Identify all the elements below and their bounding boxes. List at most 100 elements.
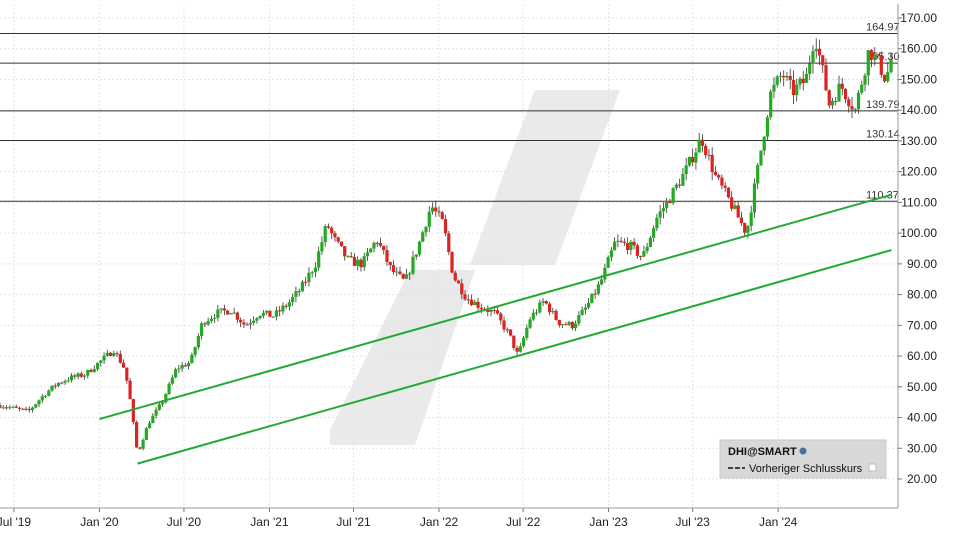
y-tick-label: 50.00 — [907, 380, 937, 394]
x-axis: Jul '19 Jan '20 Jul '20 Jan '21 Jul '21 Jan '… — [0, 508, 798, 529]
candle-up — [356, 259, 360, 266]
candle-up — [860, 84, 864, 93]
candle-down — [678, 184, 682, 186]
candle-down — [801, 78, 805, 83]
candle-up — [417, 241, 422, 255]
y-tick-label: 70.00 — [907, 318, 937, 332]
candle-up — [112, 353, 116, 356]
candle-up — [775, 76, 779, 85]
candle-up — [160, 402, 165, 405]
candle-down — [0, 405, 2, 408]
candle-up — [47, 390, 51, 396]
y-tick-label: 60.00 — [907, 349, 937, 363]
x-tick-label: Jan '22 — [420, 515, 459, 529]
candle-down — [619, 240, 623, 242]
candle-up — [43, 395, 48, 397]
candle-up — [749, 212, 753, 226]
candle-down — [352, 257, 357, 266]
candle-up — [265, 310, 269, 313]
candle-up — [206, 321, 210, 325]
y-tick-label: 110.00 — [901, 195, 937, 209]
candle-up — [808, 63, 812, 74]
candle-down — [791, 80, 796, 96]
candle-up — [99, 360, 103, 363]
candle-up — [856, 92, 861, 110]
candle-up — [271, 316, 275, 318]
candle-up — [102, 355, 106, 361]
candle-down — [121, 362, 126, 368]
candle-down — [700, 139, 705, 146]
candle-down — [460, 283, 464, 295]
candle-up — [37, 400, 41, 405]
candle-up — [196, 335, 200, 348]
candle-up — [56, 382, 61, 386]
candle-down — [326, 226, 331, 228]
candle-up — [261, 312, 266, 316]
candle-down — [632, 241, 636, 246]
candle-down — [235, 312, 239, 320]
candle-up — [34, 404, 38, 408]
x-tick-label: Jan '20 — [80, 515, 119, 529]
candle-up — [365, 252, 370, 257]
candle-down — [304, 281, 308, 283]
candle-up — [606, 257, 610, 268]
candle-down — [339, 241, 344, 247]
candle-down — [869, 50, 874, 60]
candle-up — [804, 73, 809, 83]
candle-up — [404, 274, 409, 279]
candle-up — [395, 271, 399, 273]
candle-up — [769, 91, 773, 118]
candle-down — [183, 365, 187, 367]
legend-checkbox-icon[interactable] — [868, 463, 877, 472]
candle-up — [323, 226, 327, 243]
candle-up — [187, 363, 191, 367]
candle-up — [362, 256, 366, 268]
candle-up — [144, 428, 148, 440]
candle-up — [567, 322, 571, 325]
candle-up — [294, 291, 298, 297]
candle-up — [229, 313, 233, 315]
candle-up — [873, 54, 877, 60]
candle-down — [222, 308, 226, 311]
candle-down — [453, 272, 457, 281]
legend-symbol-icon — [799, 447, 807, 455]
candle-down — [850, 106, 854, 110]
candle-up — [40, 396, 44, 401]
candle-up — [830, 100, 835, 106]
y-tick-label: 150.00 — [900, 72, 937, 86]
candle-up — [560, 324, 565, 326]
candle-up — [886, 72, 890, 82]
level-label: 164.97 — [866, 21, 900, 33]
candle-down — [495, 310, 500, 314]
y-tick-label: 100.00 — [900, 226, 937, 240]
candle-up — [86, 369, 90, 376]
candle-down — [398, 271, 402, 275]
candle-down — [239, 319, 243, 323]
candle-up — [795, 84, 799, 96]
candle-up — [528, 319, 532, 328]
candle-up — [583, 307, 587, 310]
candle-up — [762, 136, 766, 151]
candle-up — [551, 310, 555, 313]
candle-down — [469, 299, 474, 306]
candle-down — [824, 65, 828, 91]
candle-down — [723, 185, 727, 188]
candle-up — [154, 409, 158, 416]
candle-down — [125, 367, 129, 381]
x-tick-label: Jul '19 — [0, 515, 31, 529]
candle-up — [346, 256, 350, 258]
candle-up — [765, 117, 770, 137]
candle-up — [580, 309, 584, 316]
candle-up — [248, 322, 252, 325]
candle-down — [134, 422, 139, 448]
candle-up — [320, 242, 324, 252]
candle-down — [456, 280, 461, 284]
candle-up — [69, 375, 74, 381]
candle-down — [782, 75, 786, 78]
candle-up — [746, 225, 750, 233]
candle-down — [375, 242, 379, 244]
candle-down — [466, 299, 470, 301]
candle-up — [531, 312, 535, 320]
y-tick-label: 140.00 — [900, 103, 937, 117]
x-tick-label: Jan '23 — [589, 515, 628, 529]
